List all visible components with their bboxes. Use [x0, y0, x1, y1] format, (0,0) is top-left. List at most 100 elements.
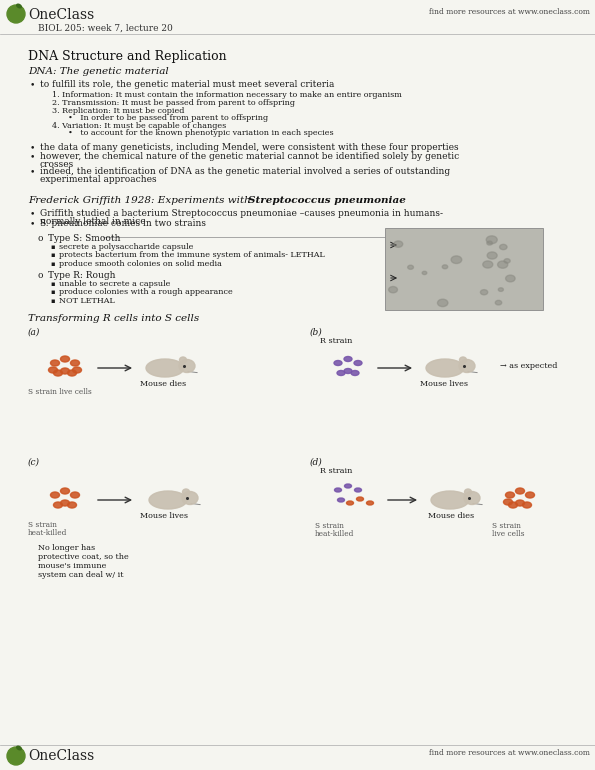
- Text: •   to account for the known phenotypic variation in each species: • to account for the known phenotypic va…: [68, 129, 334, 137]
- Ellipse shape: [344, 369, 352, 373]
- Ellipse shape: [337, 498, 345, 502]
- Text: Mouse lives: Mouse lives: [140, 512, 188, 520]
- Ellipse shape: [73, 367, 82, 373]
- Ellipse shape: [17, 746, 21, 750]
- Text: ▪: ▪: [50, 251, 55, 259]
- Text: Type S: Smooth: Type S: Smooth: [48, 234, 121, 243]
- Text: •: •: [30, 152, 35, 161]
- Ellipse shape: [61, 356, 70, 362]
- Ellipse shape: [487, 241, 493, 245]
- Ellipse shape: [394, 241, 403, 247]
- Text: (a): (a): [28, 328, 40, 337]
- Text: •: •: [30, 219, 35, 228]
- Ellipse shape: [180, 357, 186, 363]
- Ellipse shape: [70, 360, 80, 366]
- Text: system can deal w/ it: system can deal w/ it: [38, 571, 124, 579]
- Ellipse shape: [486, 236, 497, 244]
- Text: protects bacterium from the immune system of animals- LETHAL: protects bacterium from the immune syste…: [59, 251, 325, 259]
- Text: DNA: The genetic material: DNA: The genetic material: [28, 67, 169, 76]
- Ellipse shape: [355, 488, 362, 492]
- Ellipse shape: [500, 244, 507, 249]
- Ellipse shape: [61, 500, 70, 506]
- Text: mouse's immune: mouse's immune: [38, 562, 107, 570]
- Ellipse shape: [525, 492, 534, 498]
- Ellipse shape: [506, 492, 515, 498]
- Text: OneClass: OneClass: [28, 8, 94, 22]
- Text: S strain: S strain: [492, 522, 521, 530]
- Ellipse shape: [344, 357, 352, 361]
- Text: heat-killed: heat-killed: [28, 529, 67, 537]
- Text: to fulfill its role, the genetic material must meet several criteria: to fulfill its role, the genetic materia…: [40, 80, 334, 89]
- Ellipse shape: [337, 370, 345, 376]
- FancyBboxPatch shape: [385, 228, 543, 310]
- Circle shape: [7, 747, 25, 765]
- Text: 4. Variation: It must be capable of changes: 4. Variation: It must be capable of chan…: [52, 122, 226, 130]
- Ellipse shape: [422, 271, 427, 275]
- Text: R strain: R strain: [320, 337, 352, 345]
- Text: No longer has: No longer has: [38, 544, 95, 552]
- Ellipse shape: [70, 492, 80, 498]
- Text: •: •: [30, 209, 35, 218]
- Text: BIOL 205: week 7, lecture 20: BIOL 205: week 7, lecture 20: [38, 24, 173, 33]
- Ellipse shape: [61, 368, 70, 374]
- Ellipse shape: [459, 357, 466, 363]
- Text: R strain: R strain: [320, 467, 352, 475]
- Ellipse shape: [426, 359, 464, 377]
- Text: •: •: [30, 167, 35, 176]
- Ellipse shape: [509, 502, 518, 508]
- Ellipse shape: [54, 370, 62, 376]
- Text: secrete a polysaccharide capsule: secrete a polysaccharide capsule: [59, 243, 193, 251]
- Ellipse shape: [351, 370, 359, 376]
- Text: o: o: [38, 234, 43, 243]
- Text: Griffith studied a bacterium Streptococcus pneumoniae –causes pneumonia in human: Griffith studied a bacterium Streptococc…: [40, 209, 443, 218]
- Ellipse shape: [334, 360, 342, 366]
- Ellipse shape: [483, 261, 493, 268]
- Ellipse shape: [442, 265, 448, 269]
- Ellipse shape: [497, 261, 508, 268]
- Text: (d): (d): [310, 458, 322, 467]
- Text: unable to secrete a capsule: unable to secrete a capsule: [59, 280, 170, 288]
- Ellipse shape: [51, 492, 60, 498]
- Ellipse shape: [17, 4, 21, 8]
- Text: find more resources at www.oneclass.com: find more resources at www.oneclass.com: [429, 8, 590, 16]
- Text: ▪: ▪: [50, 280, 55, 288]
- Ellipse shape: [54, 502, 62, 508]
- Text: (c): (c): [28, 458, 40, 467]
- Ellipse shape: [522, 502, 531, 508]
- Ellipse shape: [465, 489, 471, 495]
- Ellipse shape: [182, 491, 198, 504]
- Ellipse shape: [354, 360, 362, 366]
- Ellipse shape: [498, 288, 503, 291]
- Ellipse shape: [149, 491, 187, 509]
- Text: heat-killed: heat-killed: [315, 530, 355, 538]
- Text: however, the chemical nature of the genetic material cannot be identified solely: however, the chemical nature of the gene…: [40, 152, 459, 161]
- Ellipse shape: [515, 488, 525, 494]
- Ellipse shape: [408, 265, 414, 270]
- Ellipse shape: [459, 360, 475, 373]
- Ellipse shape: [146, 359, 184, 377]
- Text: normally lethal in mice: normally lethal in mice: [40, 217, 146, 226]
- Text: o: o: [38, 271, 43, 280]
- Text: •: •: [30, 143, 35, 152]
- Ellipse shape: [49, 367, 58, 373]
- Ellipse shape: [451, 256, 462, 263]
- Text: •   In order to be passed from parent to offspring: • In order to be passed from parent to o…: [68, 114, 268, 122]
- Ellipse shape: [61, 488, 70, 494]
- Text: Mouse lives: Mouse lives: [420, 380, 468, 388]
- Text: crosses: crosses: [40, 160, 74, 169]
- Ellipse shape: [504, 259, 510, 263]
- Text: •: •: [30, 80, 35, 89]
- Text: produce colonies with a rough appearance: produce colonies with a rough appearance: [59, 288, 233, 296]
- Text: 3. Replication: It must be copied: 3. Replication: It must be copied: [52, 107, 184, 115]
- Ellipse shape: [346, 501, 353, 505]
- Ellipse shape: [179, 360, 195, 373]
- Text: S strain: S strain: [315, 522, 344, 530]
- Ellipse shape: [437, 300, 448, 306]
- Ellipse shape: [51, 360, 60, 366]
- Ellipse shape: [503, 499, 512, 505]
- Text: NOT LETHAL: NOT LETHAL: [59, 297, 115, 305]
- Ellipse shape: [431, 491, 469, 509]
- Ellipse shape: [367, 501, 374, 505]
- Ellipse shape: [67, 370, 77, 376]
- Ellipse shape: [345, 484, 352, 488]
